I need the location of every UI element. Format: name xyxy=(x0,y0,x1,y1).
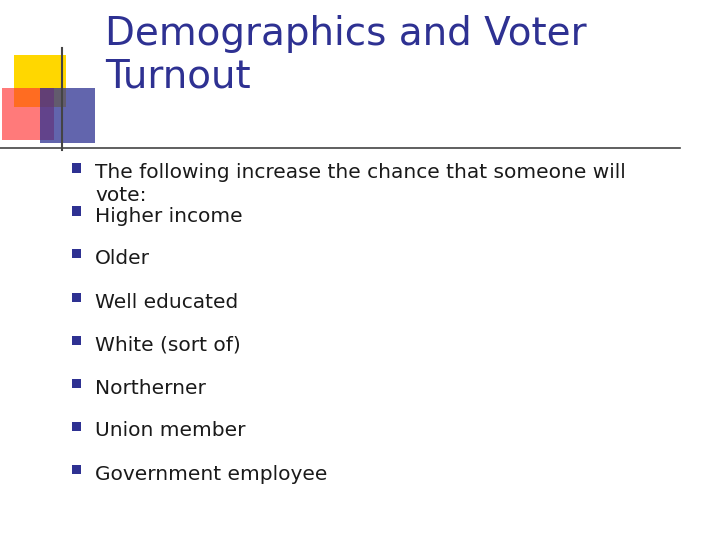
Text: Demographics and Voter
Turnout: Demographics and Voter Turnout xyxy=(105,15,587,96)
Bar xyxy=(40,88,95,143)
Text: Northerner: Northerner xyxy=(95,379,206,397)
Bar xyxy=(73,379,81,388)
Text: Union member: Union member xyxy=(95,422,246,441)
Bar xyxy=(73,293,81,301)
Bar xyxy=(73,164,81,172)
Bar xyxy=(73,206,81,215)
Bar xyxy=(73,422,81,430)
Text: White (sort of): White (sort of) xyxy=(95,335,240,354)
Bar xyxy=(14,55,66,107)
Bar xyxy=(2,88,54,140)
Text: Government employee: Government employee xyxy=(95,464,328,483)
Bar xyxy=(73,464,81,474)
Text: Well educated: Well educated xyxy=(95,293,238,312)
Text: Higher income: Higher income xyxy=(95,206,243,226)
Text: Older: Older xyxy=(95,249,150,268)
Bar xyxy=(73,335,81,345)
Bar xyxy=(73,249,81,259)
Text: The following increase the chance that someone will
vote:: The following increase the chance that s… xyxy=(95,164,626,205)
